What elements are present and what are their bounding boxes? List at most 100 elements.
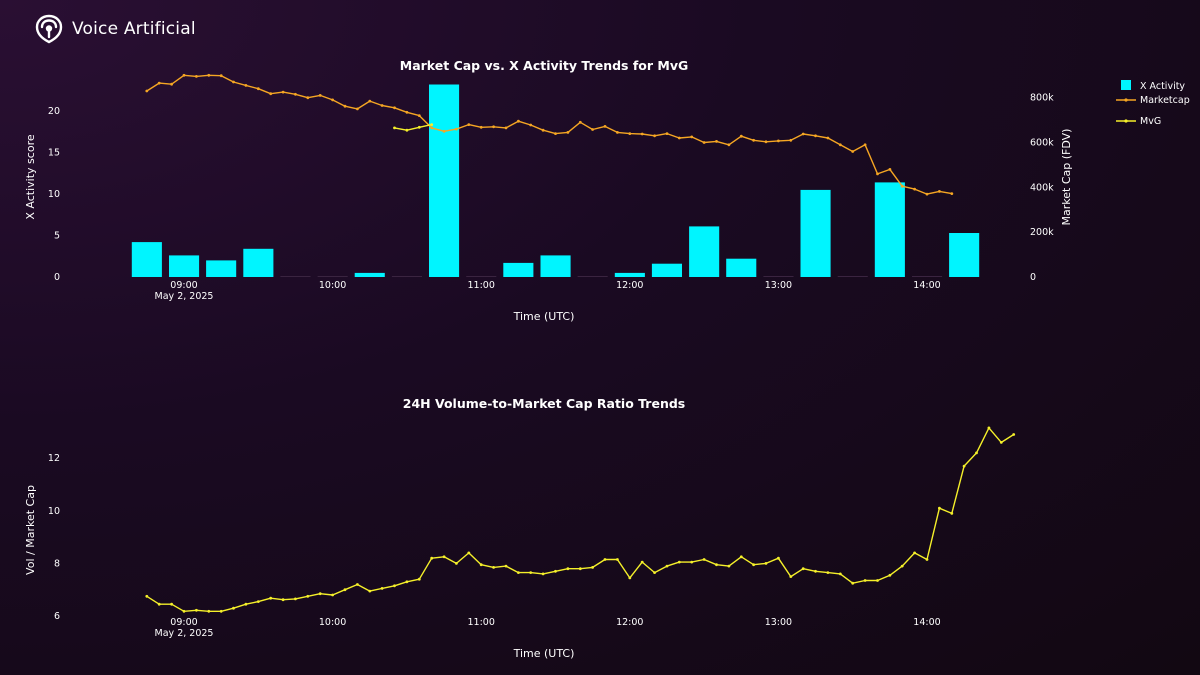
vol-mcap-ratio-line-point <box>492 566 495 569</box>
vol-mcap-ratio-line-point <box>182 609 186 613</box>
x-activity-bar <box>651 263 682 277</box>
marketcap-line-point <box>838 143 842 147</box>
chart1-y2-tick: 800k <box>1030 93 1054 104</box>
marketcap-line-point <box>715 140 718 143</box>
chart1-y2-tick: 600k <box>1030 138 1054 149</box>
vol-mcap-ratio-line-point <box>826 571 830 574</box>
vol-mcap-ratio-line-point <box>628 576 632 580</box>
vol-mcap-ratio-line-point <box>715 563 718 567</box>
x-activity-bar <box>131 242 162 277</box>
x-activity-bar <box>837 276 868 277</box>
x-activity-bar <box>949 233 980 277</box>
x-activity-bar <box>800 189 831 277</box>
vol-mcap-ratio-line-point <box>752 563 755 567</box>
vol-mcap-ratio-line-point <box>294 597 297 601</box>
vol-mcap-ratio-line-point <box>764 562 768 565</box>
vol-mcap-ratio-line-point <box>455 562 458 565</box>
chart1-y-tick: 20 <box>48 106 60 117</box>
marketcap-line-point <box>739 134 743 138</box>
marketcap-line-point <box>529 123 533 127</box>
vol-mcap-ratio-line-point <box>739 555 743 559</box>
vol-mcap-ratio-line-point <box>281 598 285 602</box>
vol-mcap-ratio-line-point <box>789 575 793 578</box>
x-activity-bar <box>280 276 311 277</box>
chart2-x-tick: 10:00 <box>319 617 346 628</box>
chart1-y-tick: 10 <box>48 189 60 200</box>
vol-mcap-ratio-line-point <box>430 556 434 560</box>
vol-mcap-ratio-line-point <box>232 606 235 610</box>
marketcap-line-point <box>380 104 384 107</box>
marketcap-line-point <box>789 138 793 142</box>
vol-mcap-ratio-line-point <box>405 580 409 584</box>
marketcap-line-point <box>900 184 904 188</box>
marketcap-line-point <box>256 87 260 91</box>
marketcap-line-point <box>851 150 855 153</box>
x-activity-bar <box>540 255 571 277</box>
mvg-line-point <box>393 126 396 130</box>
vol-mcap-ratio-line-point <box>814 569 817 573</box>
vol-mcap-ratio-line-point <box>554 569 557 573</box>
marketcap-line-point <box>653 134 656 138</box>
chart1-x-tick: 14:00 <box>913 280 940 291</box>
x-activity-bar <box>503 262 534 277</box>
vol-mcap-ratio-line-point <box>479 563 483 567</box>
marketcap-line-point <box>640 132 644 136</box>
marketcap-line-point <box>170 82 174 86</box>
chart1-legend: X Activity Marketcap MvG <box>1116 80 1190 127</box>
marketcap-line-point <box>752 138 755 142</box>
marketcap-line-point <box>195 75 198 78</box>
vol-mcap-ratio-line-point <box>442 555 446 559</box>
marketcap-line-point <box>950 192 954 196</box>
x-activity-bar <box>689 226 720 277</box>
marketcap-line-point <box>764 140 768 144</box>
vol-mcap-ratio-line-point <box>603 558 607 561</box>
vol-mcap-ratio-line-point <box>888 573 892 577</box>
marketcap-line-point <box>157 81 161 85</box>
vol-mcap-ratio-line-point <box>863 579 867 582</box>
marketcap-line-point <box>244 84 248 87</box>
vol-mcap-ratio-line-point <box>417 577 421 581</box>
marketcap-line-point <box>554 132 557 136</box>
chart1-y2-tick: 200k <box>1030 227 1054 238</box>
marketcap-line-point <box>517 119 520 123</box>
marketcap-line-point <box>232 80 235 84</box>
chart2-y-axis-label: Vol / Market Cap <box>24 485 37 575</box>
chart1-y-tick: 15 <box>48 148 60 159</box>
chart2-title: 24H Volume-to-Market Cap Ratio Trends <box>403 396 685 411</box>
marketcap-line-point <box>591 128 594 131</box>
chart1-y2-tick: 0 <box>1030 272 1036 283</box>
vol-mcap-ratio-line-point <box>616 558 619 561</box>
marketcap-line-point <box>417 114 421 117</box>
marketcap-line-point <box>492 125 495 129</box>
vol-mcap-ratio-line-point <box>318 592 322 596</box>
vol-mcap-ratio-line-point <box>913 551 916 555</box>
chart1-y-axis-label: X Activity score <box>24 134 37 219</box>
x-activity-bar <box>429 84 460 277</box>
vol-mcap-ratio-line-point <box>900 564 904 568</box>
vol-mcap-ratio-line-point <box>640 560 644 564</box>
marketcap-line-point <box>888 168 892 171</box>
marketcap-line-point <box>331 98 334 102</box>
chart1-y-tick: 0 <box>54 272 60 283</box>
chart2-x-tick: 14:00 <box>913 617 940 628</box>
marketcap-line-point <box>603 125 607 128</box>
marketcap-line-point <box>430 126 434 130</box>
vol-mcap-ratio-line-point <box>541 572 545 576</box>
chart1-y2-axis-label: Market Cap (FDV) <box>1060 129 1073 226</box>
vol-mcap-ratio-line-point <box>219 609 223 613</box>
vol-mcap-ratio-line-point <box>962 464 966 468</box>
chart1-x-tick: 11:00 <box>468 280 495 291</box>
marketcap-line-point <box>826 136 830 140</box>
marketcap-line-point <box>393 106 396 110</box>
marketcap-line-point <box>541 128 545 132</box>
marketcap-line-point <box>207 73 211 77</box>
mvg-line <box>394 123 432 131</box>
chart1-lines <box>145 73 954 196</box>
marketcap-line-point <box>938 190 941 193</box>
x-activity-bar <box>763 276 794 277</box>
chart2-ticks: 6 8 10 12 09:00 10:00 11:00 12:00 13:00 14:00 <box>48 453 941 628</box>
chart2-x-axis-label: Time (UTC) <box>513 647 575 660</box>
x-activity-bar <box>354 272 385 277</box>
marketcap-line-point <box>405 110 409 114</box>
vol-mcap-ratio-line-point <box>343 588 347 592</box>
